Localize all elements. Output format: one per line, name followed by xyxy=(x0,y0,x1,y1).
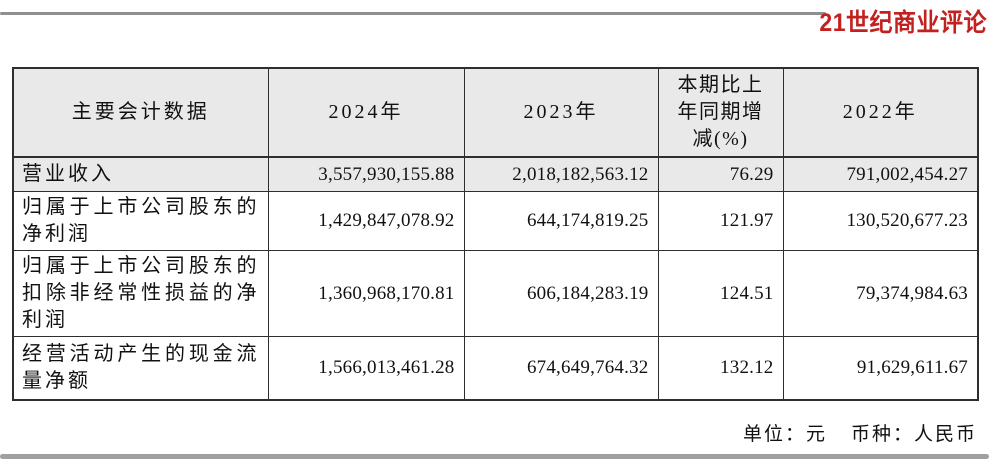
row-label: 归属于上市公司股东的扣除非经常性损益的净利润 xyxy=(12,250,269,337)
unit-note: 单位：元 币种：人民币 xyxy=(743,419,977,446)
value-change: 76.29 xyxy=(657,156,784,192)
value-2024: 3,557,930,155.88 xyxy=(267,156,465,192)
bottom-bar-divider xyxy=(0,454,989,459)
row-label: 归属于上市公司股东的净利润 xyxy=(12,191,269,251)
row-label: 经营活动产生的现金流量净额 xyxy=(12,336,269,401)
row-label: 营业收入 xyxy=(12,156,269,192)
value-2023: 606,184,283.19 xyxy=(463,250,659,337)
value-2023: 2,018,182,563.12 xyxy=(463,156,659,192)
table-row-operating-cash-flow: 经营活动产生的现金流量净额 1,566,013,461.28 674,649,7… xyxy=(12,336,979,401)
financial-table: 主要会计数据 2024年 2023年 本期比上 年同期增 减(%) 2022年 … xyxy=(12,67,979,401)
currency-label: 币种：人民币 xyxy=(850,424,977,445)
value-2022: 130,520,677.23 xyxy=(782,191,979,251)
table-header-row: 主要会计数据 2024年 2023年 本期比上 年同期增 减(%) 2022年 xyxy=(12,67,979,158)
value-change: 132.12 xyxy=(657,336,784,401)
header-cell-2022: 2022年 xyxy=(782,67,979,158)
value-2022: 791,002,454.27 xyxy=(782,156,979,192)
table-row-revenue: 营业收入 3,557,930,155.88 2,018,182,563.12 7… xyxy=(12,156,979,192)
header-cell-2024: 2024年 xyxy=(267,67,465,158)
value-2023: 674,649,764.32 xyxy=(463,336,659,401)
top-rule-divider xyxy=(0,12,826,15)
value-2022: 79,374,984.63 xyxy=(782,250,979,337)
value-2022: 91,629,611.67 xyxy=(782,336,979,401)
value-2024: 1,429,847,078.92 xyxy=(267,191,465,251)
header-cell-2023: 2023年 xyxy=(463,67,659,158)
unit-label: 单位：元 xyxy=(742,424,827,445)
value-change: 124.51 xyxy=(657,250,784,337)
value-2023: 644,174,819.25 xyxy=(463,191,659,251)
value-2024: 1,566,013,461.28 xyxy=(267,336,465,401)
value-change: 121.97 xyxy=(657,191,784,251)
header-cell-change: 本期比上 年同期增 减(%) xyxy=(657,67,784,158)
value-2024: 1,360,968,170.81 xyxy=(267,250,465,337)
header-cell-metric: 主要会计数据 xyxy=(12,67,269,158)
table-row-net-profit: 归属于上市公司股东的净利润 1,429,847,078.92 644,174,8… xyxy=(12,191,979,251)
publication-logo: 21世纪商业评论 xyxy=(819,8,987,37)
table-row-net-profit-excl-nonrecurring: 归属于上市公司股东的扣除非经常性损益的净利润 1,360,968,170.81 … xyxy=(12,250,979,337)
